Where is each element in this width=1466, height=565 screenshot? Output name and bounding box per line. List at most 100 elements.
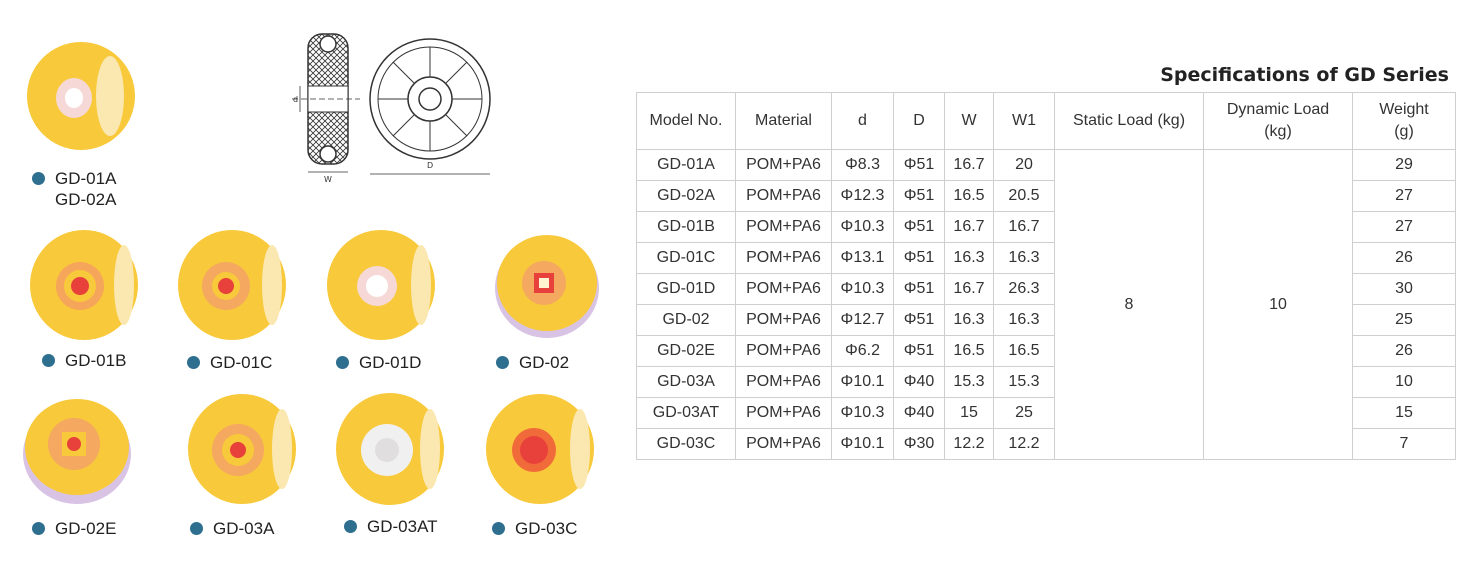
cell-W1: 15.3: [993, 366, 1055, 398]
bullet-dot: [32, 522, 45, 535]
cell-model: GD-02: [636, 304, 736, 336]
cell-model: GD-01A: [636, 149, 736, 181]
model-name: GD-03AT: [367, 517, 438, 536]
cell-W1: 12.2: [993, 428, 1055, 460]
cell-d: Φ8.3: [831, 149, 894, 181]
cell-d: Φ10.1: [831, 428, 894, 460]
cell-D: Φ51: [893, 242, 945, 274]
cell-d: Φ10.1: [831, 366, 894, 398]
cell-material: POM+PA6: [735, 304, 832, 336]
cell-model: GD-03AT: [636, 397, 736, 429]
cell-D: Φ51: [893, 149, 945, 181]
header-weight: Weight (g): [1352, 92, 1456, 150]
model-name: GD-01B: [65, 351, 127, 370]
cell-material: POM+PA6: [735, 428, 832, 460]
model-name: GD-01A: [55, 169, 117, 188]
cell-W1: 25: [993, 397, 1055, 429]
product-catalog: d W D: [0, 0, 620, 565]
header-weight-line2: (g): [1394, 123, 1414, 140]
cell-weight: 10: [1352, 366, 1456, 398]
wheel-image-gd01d: [325, 228, 437, 343]
cell-W: 16.7: [944, 273, 994, 305]
table-row: GD-01C POM+PA6 Φ13.1 Φ51 16.3 16.3 26: [636, 242, 1456, 274]
header-dynamic-line1: Dynamic Load: [1226, 101, 1330, 118]
cell-D: Φ30: [893, 428, 945, 460]
table-row: GD-03C POM+PA6 Φ10.1 Φ30 12.2 12.2 7: [636, 428, 1456, 460]
wheel-image-gd01c: [176, 228, 288, 343]
cell-weight: 27: [1352, 211, 1456, 243]
cell-d: Φ10.3: [831, 211, 894, 243]
wheel-label-gd02: GD-02: [496, 352, 569, 373]
cell-weight: 27: [1352, 180, 1456, 212]
model-name: GD-02A: [55, 190, 117, 209]
wheel-label-gd01b: GD-01B: [42, 350, 126, 371]
cell-W1: 16.3: [993, 304, 1055, 336]
dim-w-label: W: [324, 175, 332, 184]
header-d: d: [831, 92, 894, 150]
cell-model: GD-01C: [636, 242, 736, 274]
model-name: GD-01C: [210, 353, 273, 372]
cell-D: Φ40: [893, 366, 945, 398]
cell-W1: 20: [993, 149, 1055, 181]
wheel-image-gd02e: [20, 392, 134, 507]
bullet-dot: [344, 520, 357, 533]
cell-weight: 30: [1352, 273, 1456, 305]
header-W1: W1: [993, 92, 1055, 150]
model-name: GD-02: [519, 353, 570, 372]
table-row: GD-02 POM+PA6 Φ12.7 Φ51 16.3 16.3 25: [636, 304, 1456, 336]
cell-weight: 15: [1352, 397, 1456, 429]
model-name: GD-03A: [213, 519, 275, 538]
header-material: Material: [735, 92, 832, 150]
wheel-label-gd01c: GD-01C: [187, 352, 272, 373]
wheel-image-gd03a: [186, 392, 298, 507]
dim-d-label: d: [293, 95, 298, 104]
wheel-image-gd01a: [24, 38, 139, 153]
wheel-image-gd03c: [484, 392, 596, 507]
dim-D-label: D: [427, 161, 433, 170]
bullet-dot: [336, 356, 349, 369]
header-D: D: [893, 92, 945, 150]
cell-d: Φ10.3: [831, 273, 894, 305]
cell-model: GD-02A: [636, 180, 736, 212]
cell-W1: 20.5: [993, 180, 1055, 212]
bullet-dot: [32, 172, 45, 185]
bullet-dot: [190, 522, 203, 535]
header-W: W: [944, 92, 994, 150]
cell-material: POM+PA6: [735, 211, 832, 243]
cell-D: Φ51: [893, 211, 945, 243]
cell-W: 16.7: [944, 149, 994, 181]
cell-model: GD-01B: [636, 211, 736, 243]
cell-material: POM+PA6: [735, 180, 832, 212]
cell-model: GD-03A: [636, 366, 736, 398]
cell-W1: 26.3: [993, 273, 1055, 305]
cell-weight: 26: [1352, 335, 1456, 367]
bullet-dot: [496, 356, 509, 369]
table-row: GD-01D POM+PA6 Φ10.3 Φ51 16.7 26.3 30: [636, 273, 1456, 305]
header-static-load: Static Load (kg): [1054, 92, 1204, 150]
wheel-label-gd03at: GD-03AT: [344, 516, 438, 537]
cell-W: 12.2: [944, 428, 994, 460]
cell-material: POM+PA6: [735, 397, 832, 429]
cell-model: GD-01D: [636, 273, 736, 305]
cell-weight: 25: [1352, 304, 1456, 336]
spec-title: Specifications of GD Series: [1160, 64, 1449, 86]
wheel-label-gd03a: GD-03A: [190, 518, 274, 539]
table-row: GD-01B POM+PA6 Φ10.3 Φ51 16.7 16.7 27: [636, 211, 1456, 243]
cell-D: Φ40: [893, 397, 945, 429]
model-name: GD-02E: [55, 519, 117, 538]
cell-material: POM+PA6: [735, 335, 832, 367]
table-row: GD-01A POM+PA6 Φ8.3 Φ51 16.7 20 8 10 29: [636, 149, 1456, 460]
cell-W: 16.5: [944, 180, 994, 212]
wheel-label-gd01a: GD-01A GD-02A: [32, 168, 116, 210]
wheel-image-gd03at: [333, 390, 447, 508]
cell-W1: 16.7: [993, 211, 1055, 243]
table-header-row: Model No. Material d D W W1 Static Load …: [636, 92, 1456, 150]
cell-weight: 7: [1352, 428, 1456, 460]
header-weight-line1: Weight: [1379, 101, 1429, 118]
cell-W: 15.3: [944, 366, 994, 398]
cell-W: 16.3: [944, 242, 994, 274]
cell-W: 16.3: [944, 304, 994, 336]
model-name: GD-01D: [359, 353, 422, 372]
cell-model: GD-02E: [636, 335, 736, 367]
cell-W: 16.5: [944, 335, 994, 367]
